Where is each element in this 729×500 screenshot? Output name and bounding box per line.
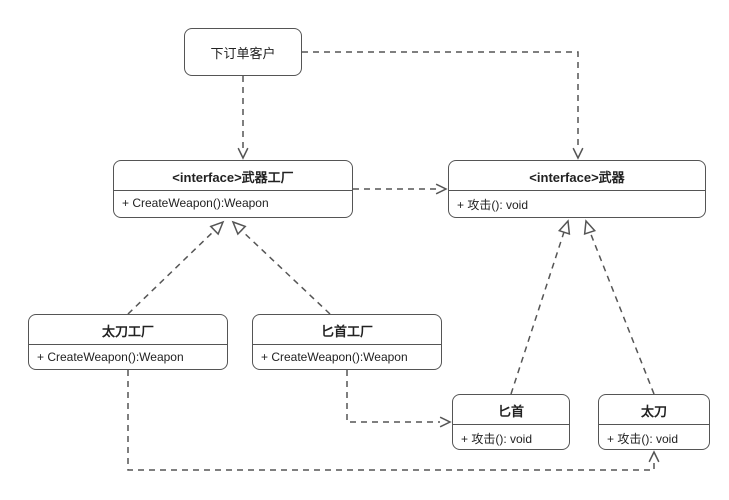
class-member: + 攻击(): void xyxy=(599,425,709,450)
node-title: 太刀工厂 xyxy=(29,315,227,344)
class-member: + CreateWeapon():Weapon xyxy=(253,345,441,370)
class-name: 武器 xyxy=(599,170,625,185)
node-title: 匕首工厂 xyxy=(253,315,441,344)
node-tachi-factory: 太刀工厂 + CreateWeapon():Weapon xyxy=(28,314,228,370)
node-weapon-interface: <interface>武器 + 攻击(): void xyxy=(448,160,706,218)
node-title: <interface>武器 xyxy=(449,161,705,190)
class-name: 武器工厂 xyxy=(242,170,294,185)
node-title: 匕首 xyxy=(453,395,569,424)
class-name: 匕首工厂 xyxy=(321,324,373,339)
class-member: + CreateWeapon():Weapon xyxy=(29,345,227,370)
node-client-label: 下订单客户 xyxy=(210,43,275,62)
class-member: + CreateWeapon():Weapon xyxy=(114,191,352,216)
node-dagger: 匕首 + 攻击(): void xyxy=(452,394,570,450)
node-dagger-factory: 匕首工厂 + CreateWeapon():Weapon xyxy=(252,314,442,370)
class-member: + 攻击(): void xyxy=(453,425,569,450)
class-member: + 攻击(): void xyxy=(449,191,705,218)
stereotype-label: <interface> xyxy=(172,170,241,185)
node-title: <interface>武器工厂 xyxy=(114,161,352,190)
node-title: 太刀 xyxy=(599,395,709,424)
class-name: 太刀工厂 xyxy=(102,324,154,339)
node-tachi: 太刀 + 攻击(): void xyxy=(598,394,710,450)
node-client: 下订单客户 xyxy=(184,28,302,76)
stereotype-label: <interface> xyxy=(529,170,598,185)
class-name: 匕首 xyxy=(498,404,524,419)
node-weapon-factory-interface: <interface>武器工厂 + CreateWeapon():Weapon xyxy=(113,160,353,218)
diagram-canvas: 下订单客户 <interface>武器工厂 + CreateWeapon():W… xyxy=(0,0,729,500)
class-name: 太刀 xyxy=(641,404,667,419)
